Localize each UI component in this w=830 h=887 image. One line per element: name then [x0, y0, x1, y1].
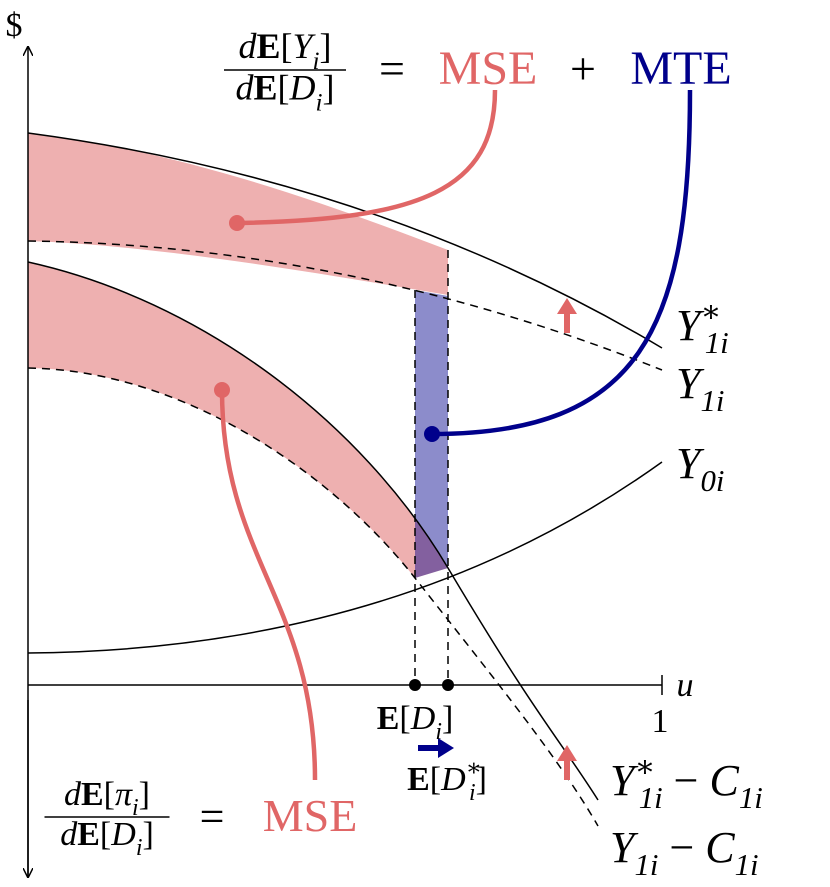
math-token: C	[705, 823, 735, 872]
math-token: [	[430, 761, 441, 798]
math-token: [	[104, 776, 115, 813]
math-token: 1i	[700, 384, 724, 418]
math-token: 1i	[639, 781, 663, 815]
math-text: Y1i	[676, 359, 724, 418]
math-token: ∗	[634, 750, 655, 784]
math-token: ∗	[466, 756, 482, 782]
math-token: i	[435, 719, 442, 745]
math-token: ]	[320, 26, 332, 66]
curve-y1	[27, 240, 663, 371]
math-token: 1i	[739, 781, 763, 815]
math-token: i	[313, 48, 320, 75]
mse-term: MSE	[263, 790, 358, 841]
callout-mte	[431, 89, 693, 437]
point-e-d	[409, 679, 421, 691]
math-token: Y	[292, 26, 316, 66]
math-token: [	[280, 26, 292, 66]
math-token: [	[399, 700, 410, 737]
point-e-d-star	[442, 679, 454, 691]
math-token: [	[100, 816, 111, 853]
curve-y0	[27, 461, 663, 654]
math-token: π	[115, 776, 133, 813]
y-axis-label: $	[6, 7, 23, 44]
math-token: d	[60, 816, 78, 853]
math-text: Y∗ 1i	[676, 295, 729, 361]
math-token: E	[377, 700, 400, 737]
math-token: C	[709, 756, 739, 805]
callout-mse-top	[236, 89, 498, 226]
mse-band-upper	[28, 133, 448, 295]
math-token: 1i	[634, 848, 658, 882]
math-token: Y	[610, 756, 639, 805]
mte-term: MTE	[630, 42, 731, 95]
math-token: Y	[676, 439, 705, 488]
math-token: D	[440, 761, 466, 798]
curve-y1-star-minus-c	[27, 261, 599, 801]
math-token: ]	[442, 700, 453, 737]
math-text: dE[Di]	[235, 68, 334, 117]
curve-y1-star	[27, 132, 663, 349]
equals: =	[379, 43, 405, 94]
math-token: 1i	[735, 848, 759, 882]
shift-arrow-head	[438, 738, 454, 758]
math-text: Y0i	[676, 439, 724, 498]
math-token: E	[407, 761, 430, 798]
math-token: ]	[139, 776, 150, 813]
callout-dot	[229, 215, 245, 231]
math-text: Y1i − C1i	[610, 823, 759, 882]
math-text: E[D∗ i]	[407, 756, 487, 806]
math-token: ]	[323, 68, 335, 108]
math-text: E[Di]	[377, 700, 454, 745]
math-text: dE[Di]	[60, 816, 154, 861]
plus: +	[570, 43, 596, 94]
math-token: ]	[476, 761, 487, 798]
callout-mse-bottom	[219, 389, 318, 781]
callout-dot	[214, 382, 230, 398]
math-token: E	[256, 26, 280, 66]
math-token: Y	[676, 359, 705, 408]
mse-band-lower	[28, 262, 448, 578]
math-token: E	[253, 68, 277, 108]
math-token: −	[663, 756, 710, 805]
shift-arrow-head	[557, 745, 577, 761]
math-token: −	[658, 823, 705, 872]
math-text: dE[πi]	[64, 776, 150, 821]
mse-term: MSE	[439, 42, 538, 95]
math-token: [	[278, 68, 290, 108]
math-token: d	[235, 68, 254, 108]
math-token: 1i	[705, 326, 729, 360]
math-token: d	[64, 776, 82, 813]
x-axis-label: u	[677, 667, 694, 704]
math-token: E	[77, 816, 100, 853]
math-token: D	[110, 816, 136, 853]
math-token: 0i	[700, 464, 724, 498]
math-token: E	[81, 776, 104, 813]
math-token: ]	[142, 816, 153, 853]
math-token: i	[132, 795, 139, 821]
curve-y1-minus-c	[27, 367, 599, 827]
math-token: Y	[610, 823, 639, 872]
x-axis-max-label: 1	[652, 703, 669, 740]
math-token: i	[136, 835, 143, 861]
math-token: d	[238, 26, 257, 66]
math-token: ∗	[700, 295, 721, 329]
math-text: Y∗ 1i − C1i	[610, 750, 763, 816]
math-text: dE[Yi]	[238, 26, 331, 75]
shift-arrow-head	[557, 298, 577, 314]
math-token: i	[316, 89, 323, 116]
math-token: D	[289, 68, 316, 108]
equals: =	[200, 792, 225, 841]
callout-dot	[424, 426, 440, 442]
math-token: i	[469, 780, 476, 806]
math-token: Y	[676, 301, 705, 350]
math-token: D	[410, 700, 436, 737]
